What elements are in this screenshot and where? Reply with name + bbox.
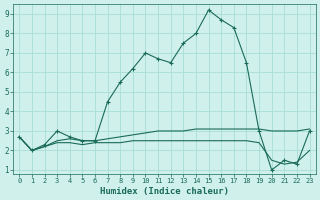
X-axis label: Humidex (Indice chaleur): Humidex (Indice chaleur) [100, 187, 229, 196]
